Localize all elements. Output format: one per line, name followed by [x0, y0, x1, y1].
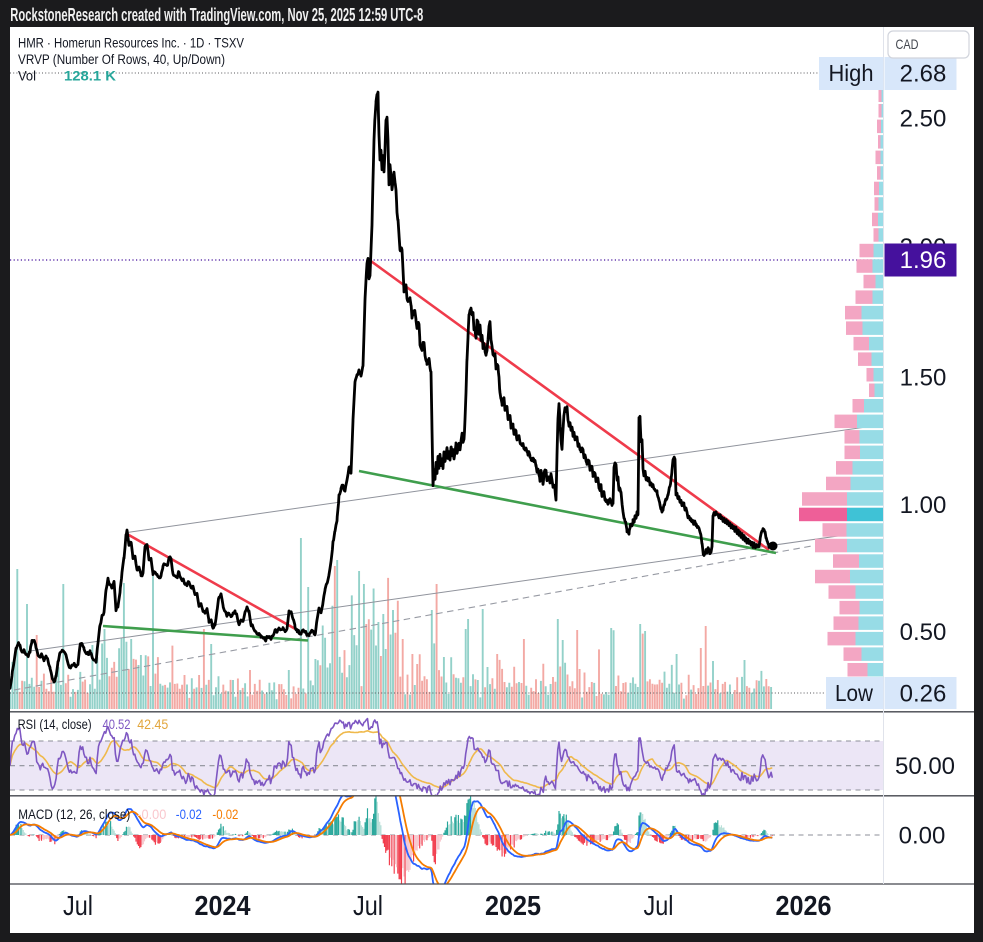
svg-text:Jul: Jul — [353, 890, 383, 921]
svg-text:2025: 2025 — [485, 890, 541, 921]
svg-text:-0.00: -0.00 — [137, 807, 166, 822]
svg-text:RSI (14, close): RSI (14, close) — [18, 717, 92, 732]
svg-text:Low: Low — [835, 680, 873, 706]
svg-text:0.50: 0.50 — [900, 619, 947, 646]
svg-text:40.52: 40.52 — [103, 717, 131, 732]
svg-text:Jul: Jul — [63, 890, 93, 921]
svg-text:CAD: CAD — [896, 36, 919, 52]
svg-text:0.00: 0.00 — [899, 823, 946, 850]
svg-text:50.00: 50.00 — [895, 753, 955, 780]
svg-text:1.50: 1.50 — [900, 365, 947, 392]
svg-text:2024: 2024 — [195, 890, 251, 921]
svg-text:Vol: Vol — [18, 69, 36, 84]
svg-text:RockstoneResearch created with: RockstoneResearch created with TradingVi… — [10, 5, 423, 25]
svg-text:42.45: 42.45 — [137, 717, 168, 732]
svg-text:VRVP (Number Of Rows, 40, Up/D: VRVP (Number Of Rows, 40, Up/Down) — [18, 52, 225, 67]
svg-text:128.1 K: 128.1 K — [64, 68, 116, 84]
svg-text:High: High — [829, 60, 874, 86]
svg-text:-0.02: -0.02 — [212, 807, 238, 822]
svg-text:MACD (12, 26, close): MACD (12, 26, close) — [18, 807, 130, 822]
svg-text:Jul: Jul — [644, 890, 674, 921]
svg-text:0.26: 0.26 — [900, 681, 947, 708]
svg-text:2.50: 2.50 — [900, 106, 947, 133]
svg-text:-0.02: -0.02 — [176, 807, 202, 822]
svg-text:1.96: 1.96 — [900, 247, 947, 274]
svg-text:1.00: 1.00 — [900, 492, 947, 519]
svg-text:HMR · Homerun Resources Inc. ·: HMR · Homerun Resources Inc. · 1D · TSXV — [18, 36, 244, 51]
svg-text:2.68: 2.68 — [900, 61, 947, 88]
svg-text:2026: 2026 — [776, 890, 832, 921]
